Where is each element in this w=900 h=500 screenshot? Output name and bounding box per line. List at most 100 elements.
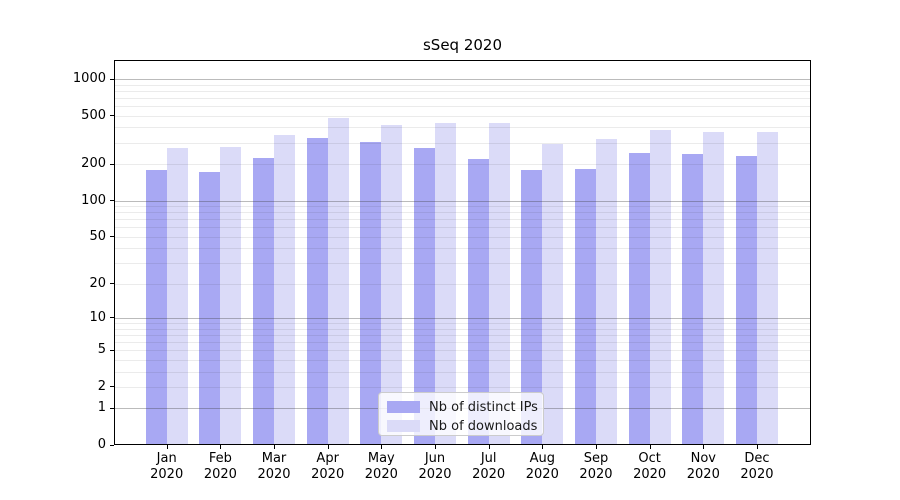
x-tick-label-nov: Nov 2020 bbox=[686, 451, 720, 482]
bar-distinct-ips-jun bbox=[414, 147, 435, 444]
x-tick-label-sep: Sep 2020 bbox=[579, 451, 613, 482]
y-tick-label-20: 20 bbox=[89, 275, 106, 291]
bar-downloads-jul bbox=[488, 122, 510, 444]
gridline-200 bbox=[115, 164, 810, 166]
y-tick-mark bbox=[110, 386, 114, 388]
y-tick-label-1000: 1000 bbox=[72, 71, 106, 86]
bar-downloads-feb bbox=[220, 147, 242, 444]
x-tick-label-mar: Mar 2020 bbox=[257, 451, 291, 482]
x-tick-mark bbox=[274, 445, 276, 449]
gridline-20 bbox=[115, 283, 810, 285]
gridline-30 bbox=[115, 263, 810, 265]
bar-distinct-ips-may bbox=[360, 141, 382, 444]
bar-downloads-apr bbox=[327, 117, 349, 444]
bar-distinct-ips-sep bbox=[574, 169, 596, 444]
y-tick-mark bbox=[110, 283, 114, 285]
legend-label-downloads: Nb of downloads bbox=[429, 418, 538, 434]
bar-downloads-may bbox=[381, 125, 403, 444]
bar-distinct-ips-aug bbox=[521, 170, 543, 444]
x-tick-mark bbox=[166, 445, 168, 449]
legend-item-downloads: Nb of downloads bbox=[387, 418, 538, 434]
y-tick-mark bbox=[110, 349, 114, 351]
y-tick-label-2: 2 bbox=[97, 378, 106, 394]
x-tick-label-feb: Feb 2020 bbox=[203, 451, 237, 482]
gridline-90 bbox=[115, 206, 810, 208]
gridline-300 bbox=[115, 142, 810, 144]
gridline-5 bbox=[115, 350, 810, 352]
y-tick-mark bbox=[110, 444, 114, 446]
bar-downloads-jun bbox=[435, 122, 456, 444]
bar-downloads-mar bbox=[274, 135, 296, 444]
y-tick-label-100: 100 bbox=[81, 192, 106, 208]
legend-swatch-distinct-ips bbox=[387, 401, 420, 413]
bar-distinct-ips-mar bbox=[253, 157, 275, 444]
x-tick-label-may: May 2020 bbox=[364, 451, 398, 482]
bar-distinct-ips-apr bbox=[306, 138, 328, 444]
gridline-4 bbox=[115, 359, 810, 361]
y-tick-mark bbox=[110, 200, 114, 201]
y-tick-label-500: 500 bbox=[81, 107, 106, 123]
x-tick-label-oct: Oct 2020 bbox=[633, 451, 667, 482]
gridline-50 bbox=[115, 236, 810, 238]
gridline-8 bbox=[115, 328, 810, 330]
bar-distinct-ips-dec bbox=[735, 156, 757, 444]
gridline-500 bbox=[115, 115, 810, 117]
plot-area bbox=[114, 60, 811, 445]
legend-item-distinct-ips: Nb of distinct IPs bbox=[387, 399, 538, 415]
bar-downloads-jan bbox=[166, 147, 188, 444]
x-tick-mark bbox=[595, 445, 597, 449]
x-tick-mark bbox=[488, 445, 490, 449]
bar-distinct-ips-nov bbox=[682, 154, 704, 444]
gridline-3 bbox=[115, 371, 810, 373]
bar-downloads-sep bbox=[595, 139, 617, 444]
gridline-900 bbox=[115, 84, 810, 86]
gridline-60 bbox=[115, 227, 810, 229]
y-tick-label-1: 1 bbox=[97, 400, 106, 416]
gridline-2 bbox=[115, 386, 810, 388]
y-tick-mark bbox=[110, 407, 114, 409]
gridline-700 bbox=[115, 97, 810, 99]
bar-downloads-oct bbox=[649, 130, 671, 444]
x-tick-label-apr: Apr 2020 bbox=[311, 451, 345, 482]
x-tick-label-dec: Dec 2020 bbox=[740, 451, 774, 482]
y-tick-mark bbox=[110, 115, 114, 117]
bar-distinct-ips-jul bbox=[467, 159, 489, 444]
gridline-70 bbox=[115, 219, 810, 221]
y-tick-mark bbox=[110, 236, 114, 238]
gridline-100 bbox=[115, 200, 810, 202]
gridline-7 bbox=[115, 334, 810, 336]
y-tick-mark bbox=[110, 317, 114, 319]
x-tick-label-jul: Jul 2020 bbox=[472, 451, 506, 482]
bar-distinct-ips-feb bbox=[199, 172, 221, 444]
chart-title: sSeq 2020 bbox=[422, 36, 503, 54]
y-tick-label-10: 10 bbox=[89, 309, 106, 325]
bar-distinct-ips-jan bbox=[145, 170, 167, 444]
y-tick-label-50: 50 bbox=[89, 228, 106, 244]
legend-label-distinct-ips: Nb of distinct IPs bbox=[429, 399, 538, 415]
gridline-1000 bbox=[115, 79, 810, 80]
bar-downloads-nov bbox=[703, 132, 725, 444]
x-tick-mark bbox=[220, 445, 222, 449]
x-tick-mark bbox=[327, 445, 329, 449]
gridline-10 bbox=[115, 317, 810, 319]
x-tick-mark bbox=[649, 445, 651, 449]
x-tick-label-aug: Aug 2020 bbox=[525, 451, 559, 482]
legend: Nb of distinct IPs Nb of downloads bbox=[378, 392, 544, 436]
legend-swatch-downloads bbox=[387, 420, 420, 432]
x-tick-label-jan: Jan 2020 bbox=[150, 451, 184, 482]
x-tick-mark bbox=[756, 445, 758, 449]
x-tick-mark bbox=[435, 445, 436, 449]
x-tick-label-jun: Jun 2020 bbox=[418, 451, 452, 482]
x-tick-mark bbox=[381, 445, 383, 449]
gridline-400 bbox=[115, 127, 810, 129]
gridline-9 bbox=[115, 323, 810, 325]
gridline-40 bbox=[115, 248, 810, 250]
gridline-800 bbox=[115, 90, 810, 92]
y-tick-mark bbox=[110, 78, 114, 80]
y-tick-label-200: 200 bbox=[81, 156, 106, 172]
y-tick-label-5: 5 bbox=[97, 342, 106, 358]
x-tick-mark bbox=[542, 445, 544, 449]
gridline-6 bbox=[115, 341, 810, 343]
bar-distinct-ips-oct bbox=[628, 152, 650, 444]
